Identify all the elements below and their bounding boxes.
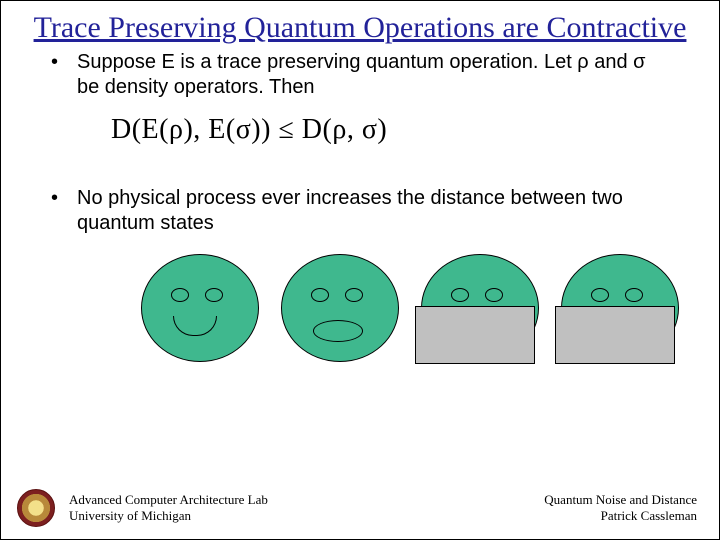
face-circle bbox=[141, 254, 259, 362]
bullet-item: • Suppose E is a trace preserving quantu… bbox=[51, 50, 669, 100]
bullet-item: • No physical process ever increases the… bbox=[51, 186, 669, 236]
bullet-marker: • bbox=[51, 186, 77, 236]
equation-text: D(E(ρ), E(σ)) ≤ D(ρ, σ) bbox=[111, 114, 387, 145]
face-smile bbox=[141, 254, 249, 364]
bullet-text: Suppose E is a trace preserving quantum … bbox=[77, 50, 669, 100]
footer: Advanced Computer Architecture Lab Unive… bbox=[1, 489, 719, 527]
eye-icon bbox=[485, 288, 503, 302]
bullet-text: No physical process ever increases the d… bbox=[77, 186, 669, 236]
eye-icon bbox=[205, 288, 223, 302]
eye-icon bbox=[345, 288, 363, 302]
eye-icon bbox=[171, 288, 189, 302]
mouth-icon bbox=[313, 320, 363, 342]
bullet-marker: • bbox=[51, 50, 77, 100]
face-covered bbox=[421, 254, 529, 364]
cover-rect bbox=[415, 306, 535, 364]
footer-right: Quantum Noise and Distance Patrick Cassl… bbox=[544, 492, 697, 525]
eye-icon bbox=[625, 288, 643, 302]
eye-icon bbox=[451, 288, 469, 302]
face-oval-mouth bbox=[281, 254, 389, 364]
university-seal-icon bbox=[17, 489, 55, 527]
cover-rect bbox=[555, 306, 675, 364]
footer-right-line1: Quantum Noise and Distance bbox=[544, 492, 697, 508]
face-circle bbox=[281, 254, 399, 362]
eye-icon bbox=[311, 288, 329, 302]
footer-right-line2: Patrick Cassleman bbox=[544, 508, 697, 524]
faces-row bbox=[141, 254, 669, 364]
eye-icon bbox=[591, 288, 609, 302]
slide-title: Trace Preserving Quantum Operations are … bbox=[1, 1, 719, 46]
footer-left-line1: Advanced Computer Architecture Lab bbox=[69, 492, 268, 508]
slide-content: • Suppose E is a trace preserving quantu… bbox=[1, 46, 719, 364]
footer-left-line2: University of Michigan bbox=[69, 508, 268, 524]
equation: D(E(ρ), E(σ)) ≤ D(ρ, σ) bbox=[111, 114, 669, 146]
face-covered bbox=[561, 254, 669, 364]
footer-left: Advanced Computer Architecture Lab Unive… bbox=[69, 492, 268, 525]
